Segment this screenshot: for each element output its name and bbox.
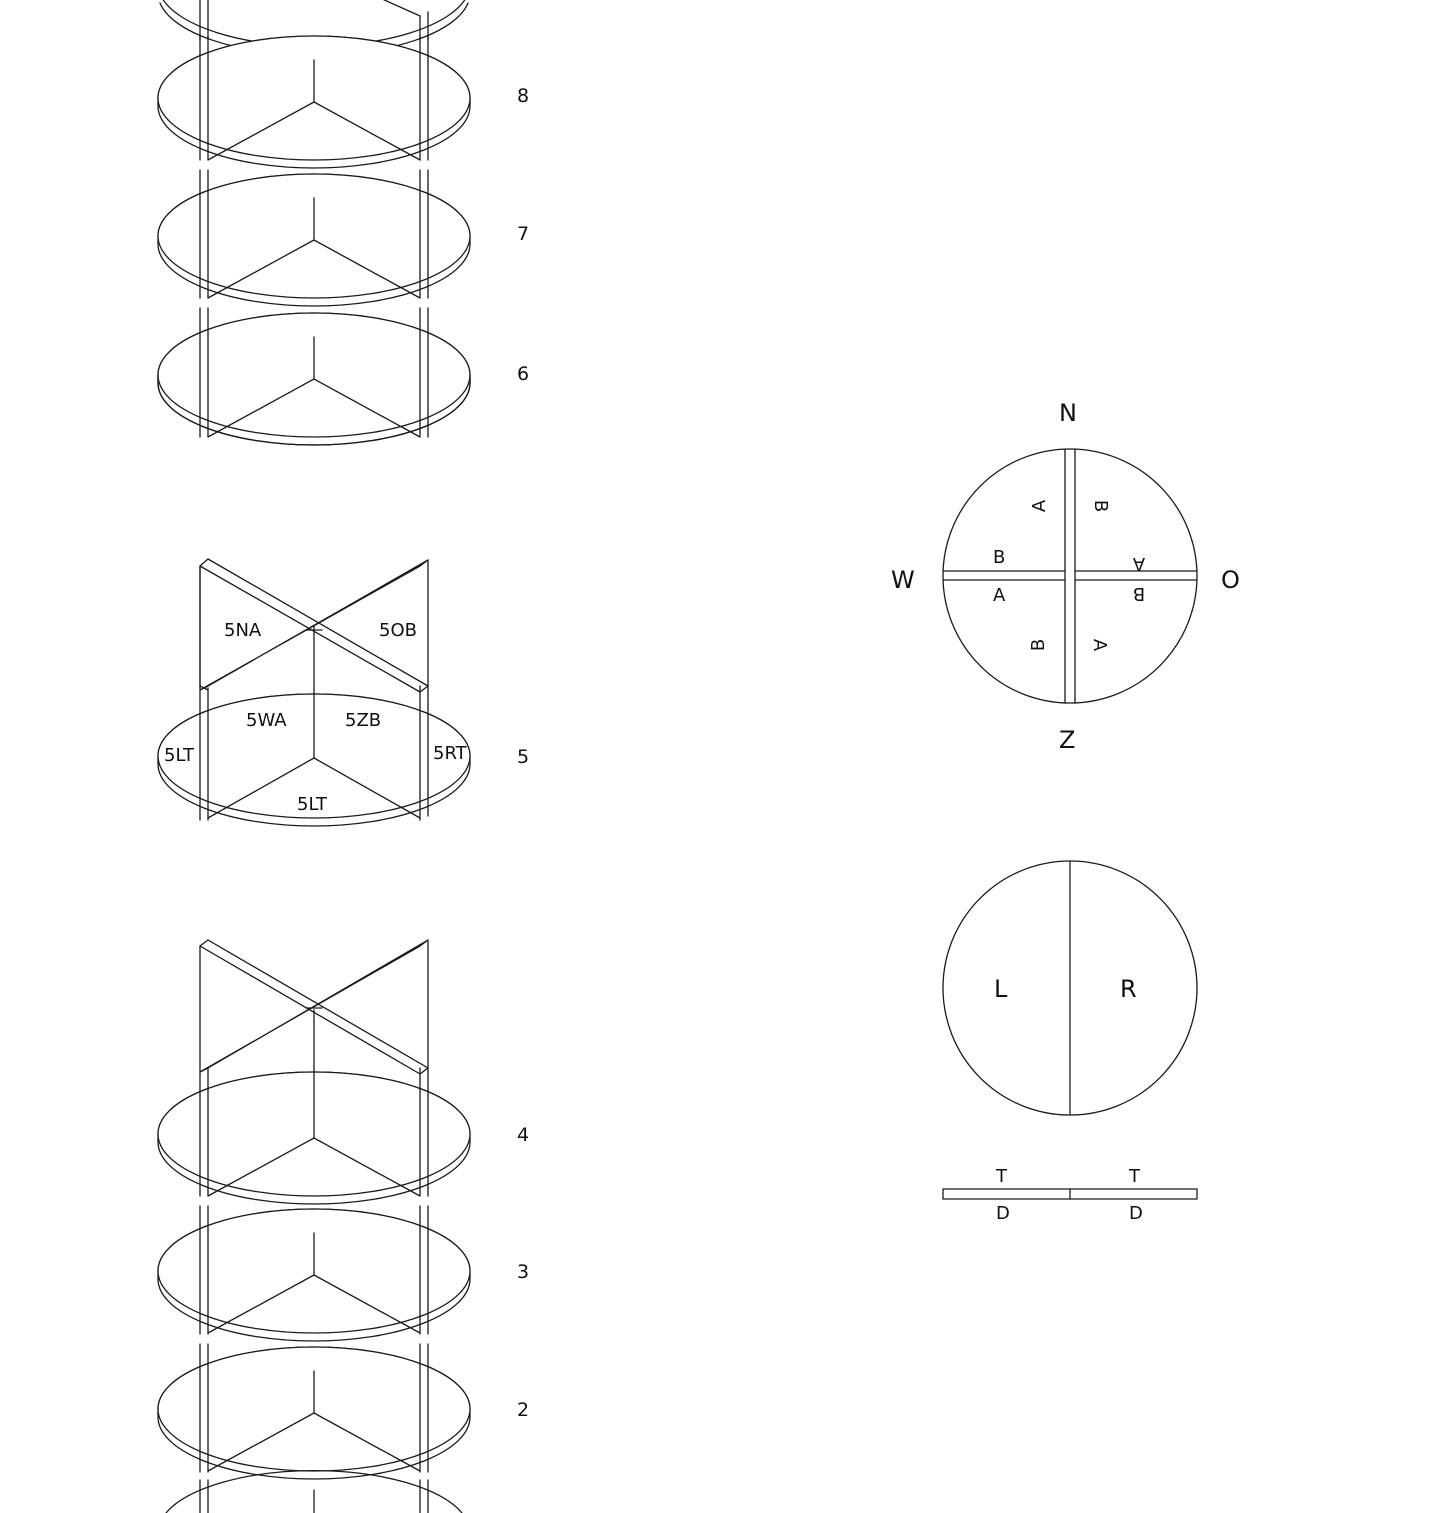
- compass-south: Z: [1059, 726, 1075, 754]
- edge-bottom-right: D: [1129, 1203, 1143, 1224]
- edge-top-left: T: [995, 1166, 1008, 1187]
- level-label-6: 6: [517, 363, 529, 385]
- upper-column: [157, 0, 471, 446]
- face-label-a-west: A: [993, 585, 1006, 606]
- face-label-b-north: B: [1090, 500, 1111, 512]
- level-label-4: 4: [517, 1124, 529, 1146]
- face-label-a-east: A: [1132, 553, 1145, 574]
- lower-column: [157, 939, 471, 1513]
- face-label-b-south: B: [1028, 639, 1049, 651]
- part-label-5lt-bottom: 5LT: [297, 794, 328, 815]
- shelf-level-7: [157, 169, 471, 307]
- plan-right-label: R: [1120, 975, 1137, 1003]
- level-label-7: 7: [517, 223, 529, 245]
- face-label-b-east: B: [1133, 583, 1145, 604]
- shelf-level-3: [157, 1205, 471, 1342]
- shelf-level-2: [157, 1343, 471, 1480]
- part-label-5zb: 5ZB: [345, 710, 381, 731]
- shelf-level-4: [157, 1009, 471, 1205]
- level-label-5: 5: [517, 746, 529, 768]
- part-label-5wa: 5WA: [246, 710, 287, 731]
- edge-view: [942, 1188, 1198, 1200]
- face-label-a-south: A: [1089, 639, 1110, 652]
- edge-bottom-left: D: [996, 1203, 1010, 1224]
- shelf-level-8: [157, 35, 471, 169]
- compass-north: N: [1059, 399, 1077, 427]
- shelf-level-5: [157, 558, 471, 827]
- face-label-b-west: B: [993, 547, 1005, 568]
- compass-plan: [942, 448, 1198, 704]
- compass-east: O: [1221, 566, 1240, 594]
- level-label-3: 3: [517, 1261, 529, 1283]
- compass-west: W: [891, 566, 915, 594]
- part-label-5ob: 5OB: [379, 620, 417, 641]
- plan-left-label: L: [994, 975, 1008, 1003]
- part-label-5na: 5NA: [224, 620, 262, 641]
- top-plan: [942, 860, 1198, 1116]
- face-label-a-north: A: [1029, 499, 1050, 512]
- level-label-8: 8: [517, 85, 529, 107]
- part-label-5rt-edge: 5RT: [433, 743, 468, 764]
- part-label-5lt-edge: 5LT: [164, 745, 195, 766]
- level-label-2: 2: [517, 1399, 529, 1421]
- shelf-level-6: [157, 307, 471, 446]
- edge-top-right: T: [1128, 1166, 1141, 1187]
